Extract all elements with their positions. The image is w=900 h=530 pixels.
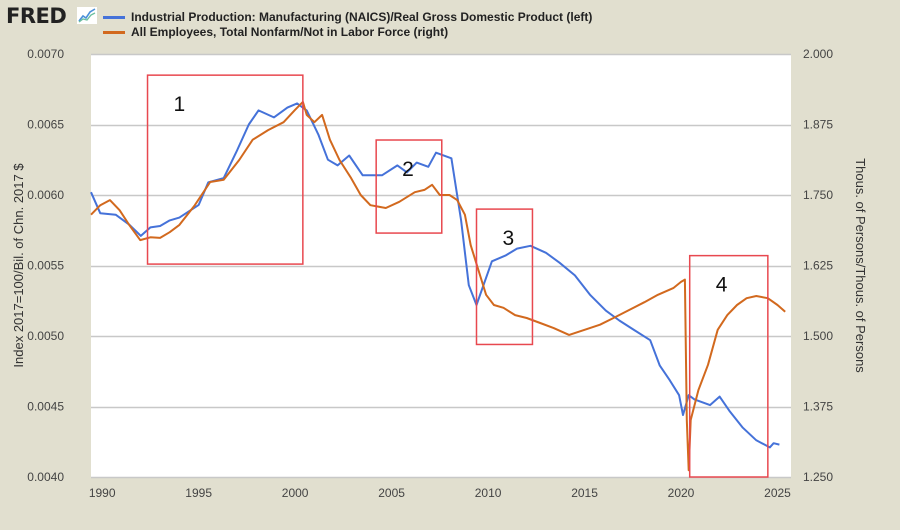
y-tick-label-right: 2.000 <box>803 47 833 61</box>
x-tick-label: 1990 <box>89 486 116 500</box>
annotation-box-2 <box>375 139 443 234</box>
line-chart-icon <box>77 7 97 24</box>
plot-area <box>91 54 791 477</box>
legend-label: Industrial Production: Manufacturing (NA… <box>131 10 593 24</box>
x-tick-label: 2020 <box>668 486 695 500</box>
y-tick-label-right: 1.625 <box>803 259 833 273</box>
annotation-box-4 <box>688 254 769 478</box>
annotation-label-2: 2 <box>402 158 414 181</box>
x-tick-label: 1995 <box>185 486 212 500</box>
y-tick-label-left: 0.0045 <box>27 400 64 414</box>
y-tick-label-left: 0.0055 <box>27 259 64 273</box>
x-tick-label: 2010 <box>475 486 502 500</box>
legend-label: All Employees, Total Nonfarm/Not in Labo… <box>131 25 449 39</box>
annotations: 1 2 3 4 <box>146 74 769 478</box>
x-tick-label: 2015 <box>571 486 598 500</box>
annotation-label-1: 1 <box>174 93 186 116</box>
y-tick-label-right: 1.375 <box>803 400 833 414</box>
annotation-box-3 <box>475 208 534 346</box>
x-tick-label: 2025 <box>764 486 791 500</box>
series-group <box>90 100 786 472</box>
legend-swatch-blue <box>103 15 125 19</box>
y-tick-label-left: 0.0065 <box>27 118 64 132</box>
y-tick-label-right: 1.750 <box>803 188 833 202</box>
y-tick-label-left: 0.0050 <box>27 329 64 343</box>
y-tick-label-right: 1.250 <box>803 470 833 484</box>
legend-item-series-0[interactable]: Industrial Production: Manufacturing (NA… <box>103 9 592 25</box>
annotation-box-1 <box>146 74 304 265</box>
y-tick-label-right: 1.875 <box>803 118 833 132</box>
y-axis-left-title: Index 2017=100/Bil. of Chn. 2017 $ <box>11 163 26 368</box>
y-axis-left: 0.0070 0.0065 0.0060 0.0055 0.0050 0.0045 0.00… <box>27 47 64 484</box>
chart-header: FRED Industrial Production: Manufacturin… <box>0 0 900 40</box>
y-tick-label-right: 1.500 <box>803 329 833 343</box>
x-axis: 1990 1995 2000 2005 2010 2015 2020 2025 <box>89 486 791 500</box>
fred-logo: FRED <box>6 4 67 28</box>
series-line-employees-ratio <box>90 100 786 472</box>
y-axis-right: 2.000 1.875 1.750 1.625 1.500 1.375 1.250 <box>803 47 833 484</box>
x-tick-label: 2000 <box>282 486 309 500</box>
annotation-label-3: 3 <box>503 227 515 250</box>
y-axis-right-title: Thous. of Persons/Thous. of Persons <box>853 158 868 373</box>
y-tick-label-left: 0.0060 <box>27 188 64 202</box>
legend-item-series-1[interactable]: All Employees, Total Nonfarm/Not in Labo… <box>103 24 448 40</box>
x-tick-label: 2005 <box>378 486 405 500</box>
y-tick-label-left: 0.0040 <box>27 470 64 484</box>
legend-swatch-orange <box>103 30 125 34</box>
y-tick-label-left: 0.0070 <box>27 47 64 61</box>
annotation-label-4: 4 <box>716 274 728 297</box>
